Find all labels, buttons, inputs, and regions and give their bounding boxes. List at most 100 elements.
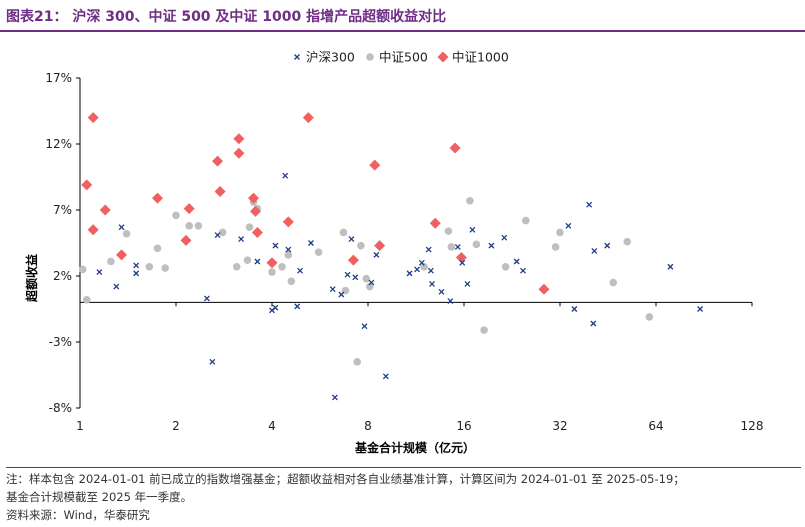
x-mark-stroke	[209, 358, 216, 365]
zz500-point	[447, 243, 456, 251]
zz1000-point	[347, 254, 359, 266]
hs300-point	[294, 303, 301, 310]
x-mark-stroke	[414, 266, 421, 273]
hs300-point	[697, 306, 704, 312]
zz1000-point	[538, 283, 550, 295]
hs300-point	[591, 247, 598, 254]
x-mark-stroke	[331, 394, 338, 401]
axes-group: 17% 12% 7% 2% -3% -8% 1 2 4 8 16 32 64 128	[45, 71, 763, 433]
hs300-point	[203, 295, 210, 302]
zz500-point	[645, 313, 654, 321]
x-mark-stroke	[133, 262, 140, 269]
x-mark-stroke	[348, 236, 355, 242]
hs300-point	[520, 267, 526, 274]
zz1000-point	[374, 240, 386, 252]
hs300-point	[272, 304, 279, 311]
notes-section: 注：样本包含 2024-01-01 前已成立的指数增强基金；超额收益相对各自业绩…	[6, 467, 801, 524]
zz1000-point	[87, 112, 99, 124]
zz1000-point	[233, 133, 245, 145]
hs300-point	[368, 279, 375, 286]
x-mark-stroke	[368, 279, 375, 286]
hs300-point	[604, 242, 611, 249]
zz1000-point	[251, 226, 263, 238]
zz1000-point	[180, 234, 192, 246]
x-mark-stroke	[297, 267, 304, 274]
zz500-point	[339, 228, 348, 237]
y-tick-label: -3%	[49, 335, 72, 349]
hs300-point	[425, 246, 432, 253]
x-mark-stroke	[501, 234, 508, 241]
hs300-point	[297, 267, 304, 274]
hs300-point	[406, 270, 413, 277]
x-mark-stroke	[454, 244, 461, 250]
zz1000-point	[369, 159, 381, 171]
zz500-point	[284, 251, 293, 259]
zz1000-point	[81, 179, 93, 191]
hs300-point	[133, 270, 140, 277]
hs300-point	[254, 258, 261, 265]
x-axis-label: 基金合计规模（亿元）	[354, 440, 475, 455]
zz1000-point	[233, 147, 245, 159]
hs300-point	[418, 259, 425, 266]
zz500-point	[194, 222, 203, 230]
zz500-point	[268, 268, 276, 276]
x-tick-label: 128	[741, 419, 764, 433]
zz500-point	[357, 241, 365, 250]
x-mark-stroke	[329, 286, 336, 293]
zz500-point	[245, 223, 254, 231]
zz500-point	[556, 228, 564, 237]
x-mark-stroke	[133, 270, 140, 277]
hs300-point	[427, 267, 434, 274]
legend: 沪深300 中证500 中证1000	[294, 50, 509, 65]
x-mark-stroke	[438, 288, 445, 295]
y-tick-label: 2%	[53, 269, 72, 283]
zz1000-point	[282, 216, 294, 228]
hs300-point	[361, 323, 368, 330]
scatter-chart: 17% 12% 7% 2% -3% -8% 1 2 4 8 16 32 64 128 沪深300 中证500…	[24, 50, 763, 456]
zz500-point	[480, 326, 488, 334]
zz500-point	[82, 295, 91, 304]
zz500-point	[153, 244, 162, 253]
hs300-point	[348, 236, 355, 242]
hs300-point	[214, 232, 221, 239]
hs300-point	[344, 271, 351, 278]
zz500-point	[287, 277, 296, 286]
zz1000-point	[116, 249, 128, 261]
zz500-point	[522, 216, 530, 225]
hs300-point	[118, 224, 125, 231]
x-mark-stroke	[697, 306, 704, 312]
zz500-point	[243, 256, 252, 264]
zz1000-point	[87, 224, 99, 236]
hs300-point	[447, 298, 454, 305]
zz500-point	[365, 282, 374, 291]
hs300-point	[113, 283, 120, 290]
zz500-point	[232, 262, 241, 271]
hs300-point	[459, 259, 466, 266]
zz500-point	[444, 227, 453, 235]
hs300-point	[438, 288, 445, 295]
zz500-point	[551, 243, 560, 251]
hs300-point	[133, 262, 140, 269]
zz500-point	[122, 229, 131, 238]
zz1000-point	[455, 252, 467, 264]
zz1000-point	[214, 186, 226, 198]
y-tick-label: 12%	[45, 137, 72, 151]
x-mark-stroke	[469, 226, 476, 233]
x-mark-stroke	[425, 246, 432, 253]
hs300-point	[329, 286, 336, 293]
hs300-point	[238, 236, 245, 242]
y-tick-label: 7%	[53, 203, 72, 217]
x-mark-stroke	[294, 54, 300, 60]
zz1000-point	[99, 204, 111, 216]
hs300-point	[590, 320, 597, 327]
note-line-1: 注：样本包含 2024-01-01 前已成立的指数增强基金；超额收益相对各自业绩…	[6, 472, 685, 486]
zz1000-point	[212, 155, 224, 167]
x-mark-stroke	[282, 172, 289, 179]
x-mark-stroke	[464, 280, 471, 287]
zz500-point	[185, 222, 194, 230]
hs300-point	[429, 280, 435, 287]
zz1000-point	[248, 192, 260, 204]
hs300-point	[571, 306, 578, 312]
zz500-point	[623, 237, 632, 246]
zz500-point	[466, 196, 474, 205]
